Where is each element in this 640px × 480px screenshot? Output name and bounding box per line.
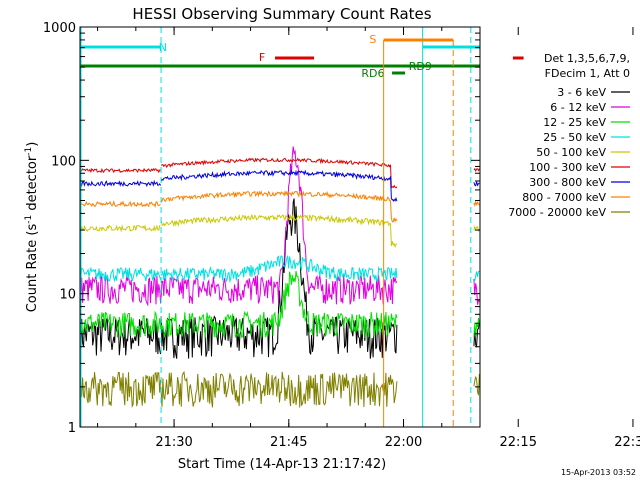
y-tick-label: 1000 — [43, 21, 76, 36]
series-line — [80, 371, 162, 409]
series-line — [473, 200, 480, 208]
legend-entry-label: 300 - 800 keV — [529, 176, 606, 189]
series-line — [473, 373, 480, 396]
x-tick-label: 22:15 — [500, 435, 537, 450]
series-line — [160, 169, 398, 202]
series-line — [160, 213, 398, 249]
chart-title: HESSI Observing Summary Count Rates — [132, 5, 431, 23]
x-tick-label: 22:00 — [385, 435, 422, 450]
series-line — [473, 278, 480, 305]
series-line — [473, 225, 480, 233]
x-tick-label: 21:45 — [270, 435, 307, 450]
legend: Det 1,3,5,6,7,9, FDecim 1, Att 0 3 - 6 k… — [508, 52, 630, 219]
series-line — [80, 200, 161, 208]
legend-entry-label: 50 - 100 keV — [536, 146, 606, 159]
x-tick-label: 22:30 — [614, 435, 640, 450]
series-line — [80, 167, 161, 174]
legend-header-line1: Det 1,3,5,6,7,9, — [544, 52, 630, 65]
flag-label: RD9 — [409, 60, 432, 73]
y-label-sup2: -1 — [24, 147, 34, 156]
series-line — [160, 146, 398, 305]
flag-label: RD6 — [361, 67, 384, 80]
y-label-sup1: -1 — [24, 215, 34, 224]
y-axis-label: Count Rate (s-1 detector-1) — [24, 142, 40, 313]
series-line — [473, 317, 480, 338]
series-line — [80, 179, 162, 188]
series-line — [160, 370, 398, 408]
y-label-part1: Count Rate (s — [25, 224, 40, 313]
y-label-part3: ) — [25, 142, 40, 147]
flag-label: N — [159, 41, 167, 54]
series-line — [80, 318, 162, 359]
y-tick-label: 10 — [59, 288, 76, 303]
legend-entry-label: 3 - 6 keV — [557, 86, 606, 99]
flag-label: F — [259, 51, 265, 64]
legend-entry-label: 800 - 7000 keV — [522, 191, 606, 204]
series-line — [160, 157, 398, 189]
series-line — [160, 270, 398, 339]
flag-bars: N F RD9 RD6 S — [80, 27, 524, 427]
series-line — [160, 255, 398, 283]
x-tick-label: 21:30 — [155, 435, 192, 450]
y-tick-label: 1 — [68, 421, 76, 436]
timestamp: 15-Apr-2013 03:52 — [561, 468, 636, 477]
flag-label: S — [369, 33, 376, 46]
legend-entry-label: 7000 - 20000 keV — [508, 206, 606, 219]
legend-entry-label: 12 - 25 keV — [543, 116, 606, 129]
series-line — [80, 310, 162, 338]
legend-entry-label: 25 - 50 keV — [543, 131, 606, 144]
series-line — [80, 266, 162, 283]
legend-entry-label: 6 - 12 keV — [550, 101, 606, 114]
series-line — [473, 167, 480, 173]
legend-header-line2: FDecim 1, Att 0 — [545, 67, 630, 80]
y-tick-label: 100 — [51, 154, 76, 169]
legend-entry-label: 100 - 300 keV — [529, 161, 606, 174]
x-axis-label: Start Time (14-Apr-13 21:17:42) — [178, 457, 386, 472]
series-line — [160, 190, 398, 223]
y-label-part2: detector — [25, 155, 40, 215]
series-line — [473, 181, 480, 187]
plot-frame — [79, 26, 481, 428]
series-line — [80, 274, 162, 307]
plot-area — [80, 146, 480, 409]
series-line — [473, 270, 480, 282]
series-line — [80, 224, 161, 233]
